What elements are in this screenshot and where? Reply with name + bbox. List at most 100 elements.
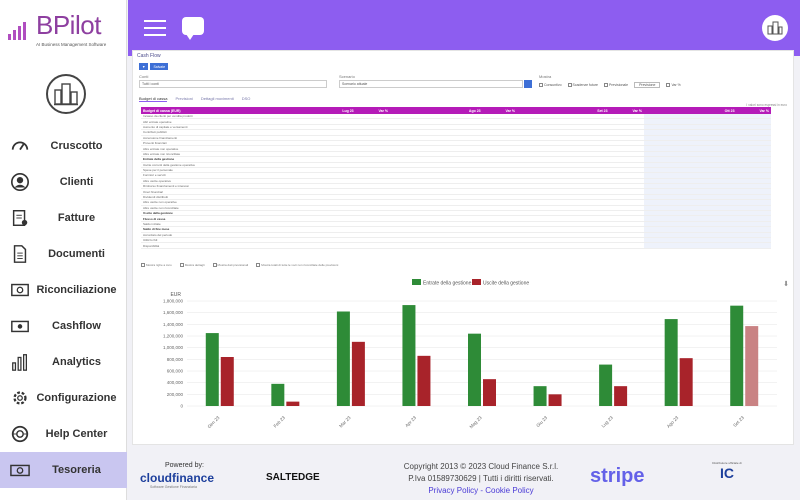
bar-uscite	[483, 379, 496, 406]
table-cell	[356, 243, 390, 247]
table-cell	[610, 119, 644, 123]
chat-icon[interactable]	[182, 17, 204, 40]
table-cell	[356, 130, 390, 134]
x-tick-label: Lug 23	[601, 415, 615, 429]
legend-swatch	[472, 279, 481, 285]
sidebar-item-label: Tesoreria	[52, 464, 101, 476]
table-cell	[517, 238, 610, 242]
saltedge-logo[interactable]: SALTEDGE	[266, 472, 320, 483]
ic-distributor-text: Distributore ufficiale di	[712, 461, 742, 465]
sidebar-item-clienti[interactable]: Clienti	[0, 164, 127, 200]
table-row: Altre uscite non operative	[141, 200, 771, 206]
table-cell	[263, 189, 356, 193]
table-cell	[644, 232, 737, 237]
table-cell	[517, 189, 610, 193]
row-label: Aumento di capitale e versamenti	[143, 124, 188, 129]
table-cell	[263, 141, 356, 145]
sidebar-item-tesoreria[interactable]: Tesoreria	[0, 452, 127, 488]
bar-uscite	[614, 386, 628, 406]
x-tick-label: Gen 23	[207, 415, 221, 429]
table-row: Spese per il personale	[141, 167, 771, 174]
buildings-icon	[767, 21, 783, 35]
table-cell	[644, 211, 737, 216]
table-cell	[517, 119, 610, 123]
stripe-logo[interactable]: stripe	[590, 465, 645, 487]
table-cell	[610, 227, 644, 231]
row-label: Altre uscite non riconciliate	[143, 205, 179, 210]
saved-button[interactable]: Salvate	[150, 63, 169, 70]
table-cell	[644, 221, 737, 227]
legend-option-zero[interactable]: Mostra righe a zero	[141, 263, 172, 268]
company-button[interactable]	[762, 15, 788, 41]
table-cell	[263, 233, 356, 237]
sidebar-item-analytics[interactable]: Analytics	[0, 344, 127, 380]
y-tick-label: 1,800,000	[163, 299, 184, 304]
table-cell	[610, 238, 644, 242]
bpilot-logo[interactable]: BPilot AI Business Management Software	[8, 10, 120, 50]
table-cell	[517, 136, 610, 140]
table-row: Altre entrate non riconciliate	[141, 151, 771, 158]
table-cell	[390, 195, 483, 199]
table-cell	[483, 168, 517, 172]
policy-links[interactable]: Privacy Policy - Cookie Policy	[428, 486, 534, 495]
table-cell	[390, 189, 483, 193]
menu-icon[interactable]	[144, 20, 166, 41]
table-cell	[390, 184, 483, 188]
table-cell	[356, 200, 390, 204]
sidebar-item-riconciliazione[interactable]: Riconciliazione	[0, 272, 127, 308]
cloudfinance-subtitle: Software Gestione Finanziaria	[150, 485, 197, 489]
row-label: Saldo iniziale	[143, 222, 161, 226]
table-cell	[610, 216, 644, 220]
option-var[interactable]: Var %	[666, 83, 681, 88]
row-label: Oneri finanziari	[143, 189, 164, 194]
table-cell	[356, 211, 390, 215]
sidebar-item-help-center[interactable]: Help Center	[0, 416, 127, 452]
ic-logo[interactable]: Distributore ufficiale di IC	[702, 461, 752, 497]
legend-option-forecast[interactable]: Mostra dati previsionali	[212, 263, 248, 268]
accounts-select[interactable]: Tutti i conti	[139, 80, 327, 88]
sidebar-item-cruscotto[interactable]: Cruscotto	[0, 128, 127, 164]
tab-previsioni[interactable]: Previsioni	[175, 96, 193, 101]
option-consuntivo[interactable]: Consuntivo	[539, 83, 562, 88]
table-cell	[356, 114, 390, 118]
legend-option-details[interactable]: Mostra dettagli	[179, 263, 205, 268]
filter-toggle-button[interactable]: ▼	[139, 63, 149, 70]
sidebar-item-fatture[interactable]: Fatture	[0, 200, 127, 236]
option-previsionale[interactable]: Previsionale	[604, 83, 628, 88]
table-cell	[610, 130, 644, 134]
tab-dso[interactable]: DSO	[241, 96, 251, 101]
table-cell	[263, 114, 356, 118]
option-scadenze[interactable]: Scadenze future	[567, 83, 598, 88]
table-cell	[736, 114, 771, 119]
table-cell	[356, 189, 390, 193]
bar-uscite	[351, 341, 365, 406]
table-cell	[483, 114, 517, 118]
bar-entrate	[730, 305, 744, 406]
table-cell	[610, 136, 644, 140]
download-icon[interactable]: ⬇	[783, 281, 789, 288]
company-avatar[interactable]	[46, 74, 86, 114]
scenario-select[interactable]: Scenario attuale	[339, 80, 523, 88]
table-cell	[736, 243, 771, 248]
table-cell	[483, 125, 517, 129]
forecast-select[interactable]: Previsione	[634, 82, 661, 88]
tab-dettagli[interactable]: Dettagli movimenti	[200, 96, 234, 101]
legend-label: Uscite della gestione	[483, 281, 529, 287]
table-cell	[517, 233, 610, 237]
bar-entrate	[533, 386, 547, 406]
sidebar-item-configurazione[interactable]: Configurazione	[0, 380, 127, 416]
sidebar-item-documenti[interactable]: Documenti	[0, 236, 127, 272]
cloudfinance-logo[interactable]: cloudfinance	[140, 471, 215, 485]
sidebar-item-label: Documenti	[48, 248, 105, 260]
table-cell	[644, 227, 737, 232]
row-label: Uscite della gestione	[143, 211, 173, 216]
table-cell	[356, 157, 390, 161]
table-row: Saldo di fine mese	[141, 227, 771, 233]
table-cell	[263, 195, 356, 199]
x-tick-label: Feb 23	[273, 415, 287, 429]
sidebar-item-cashflow[interactable]: Cashflow	[0, 308, 127, 344]
tab-budget[interactable]: Budget di cassa	[139, 96, 168, 102]
table-cell	[390, 206, 483, 210]
legend-option-totals[interactable]: Mostra totali di tutte le voci non ricon…	[256, 263, 338, 268]
edit-scenario-button[interactable]	[524, 80, 532, 88]
